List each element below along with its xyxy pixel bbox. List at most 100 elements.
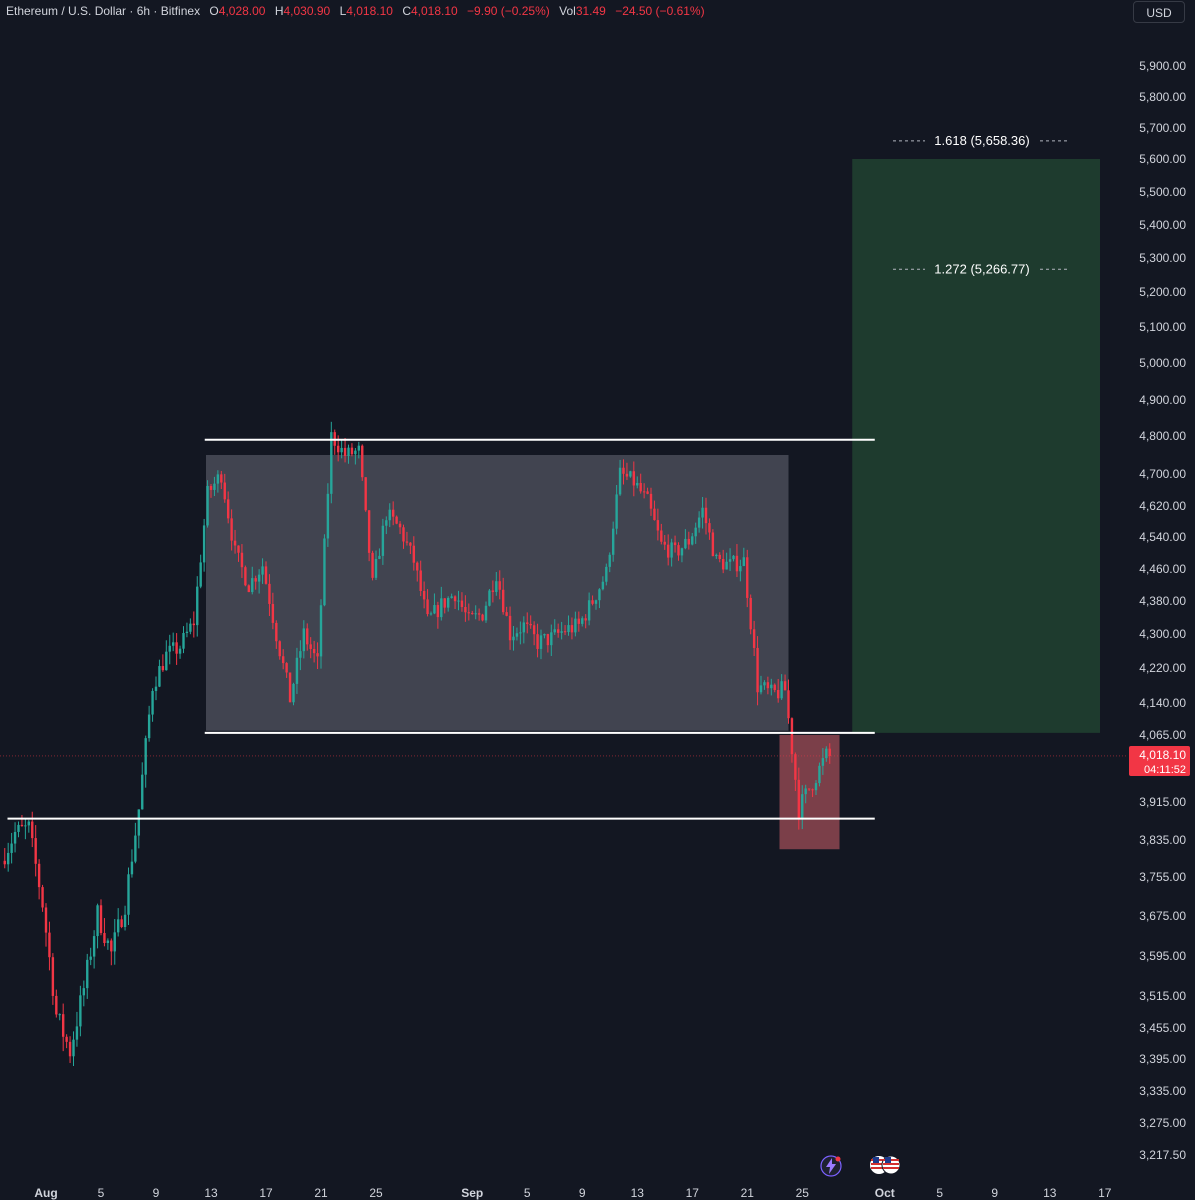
candle-body — [563, 631, 567, 633]
candle-body — [818, 765, 821, 784]
candle-body — [735, 555, 739, 572]
fib-level-label: 1.618 (5,658.36) — [934, 133, 1029, 148]
candle-body — [684, 538, 687, 549]
price-tick-label: 4,540.00 — [1139, 530, 1186, 544]
price-axis[interactable]: 5,900.00 5,800.00 5,700.00 5,600.00 5,500.00… — [1129, 59, 1190, 1162]
symbol-title[interactable]: Ethereum / U.S. Dollar · 6h · Bitfinex — [6, 4, 201, 18]
candle-body — [680, 548, 684, 556]
candle-body — [58, 1014, 61, 1016]
price-tick-label: 3,217.50 — [1139, 1148, 1186, 1162]
price-tick-label: 4,800.00 — [1139, 429, 1186, 443]
candle-body — [804, 788, 807, 795]
candle-body — [302, 628, 306, 652]
candle-body — [704, 507, 708, 524]
candle-body — [567, 625, 570, 633]
candle-body — [385, 520, 388, 526]
candle-body — [216, 474, 220, 484]
candle-body — [237, 545, 240, 553]
candle-body — [226, 499, 230, 519]
candle-body — [625, 473, 629, 477]
candle-body — [295, 657, 299, 684]
candle-body — [175, 642, 178, 654]
candle-body — [20, 824, 24, 827]
candle-body — [31, 821, 34, 839]
candle-body — [82, 988, 86, 996]
price-tick-label: 4,700.00 — [1139, 467, 1186, 481]
time-tick-label: 17 — [259, 1186, 273, 1200]
candle-body — [501, 589, 505, 613]
price-tick-label: 4,140.00 — [1139, 696, 1186, 710]
candle-body — [398, 523, 402, 528]
time-axis[interactable]: Aug 5 9 13 17 21 25 Sep 5 9 13 17 21 25 Oct 5 9 13 17 — [34, 1186, 1111, 1200]
candle-body — [594, 600, 598, 604]
symbol-legend: Ethereum / U.S. Dollar · 6h · Bitfinex O… — [6, 4, 705, 18]
candle-body — [367, 510, 371, 553]
price-tick-label: 4,620.00 — [1139, 499, 1186, 513]
candle-body — [591, 600, 594, 604]
candle-body — [130, 861, 134, 875]
candle-body — [137, 809, 141, 836]
candle-body — [460, 600, 464, 607]
candle-body — [725, 561, 728, 570]
candle-body — [99, 905, 103, 934]
candle-body — [691, 536, 694, 545]
price-tick-label: 4,065.00 — [1139, 728, 1186, 742]
candle-body — [790, 718, 794, 755]
candle-body — [787, 690, 790, 719]
candle-body — [618, 467, 622, 495]
time-tick-label: 13 — [1043, 1186, 1057, 1200]
candle-body — [556, 629, 560, 633]
candle-body — [446, 597, 450, 608]
candle-body — [776, 689, 780, 699]
candle-body — [51, 957, 55, 996]
low-value: 4,018.10 — [346, 4, 393, 18]
candle-body — [773, 684, 776, 690]
candle-body — [636, 482, 639, 486]
candle-body — [165, 651, 168, 671]
time-tick-label: 9 — [579, 1186, 586, 1200]
candle-body — [752, 629, 756, 648]
low-label: L — [339, 4, 347, 18]
candle-body — [3, 860, 6, 865]
candle-body — [306, 628, 309, 645]
last-price-label: 4,018.10 — [1139, 748, 1186, 762]
candle-body — [701, 507, 704, 518]
candle-body — [288, 672, 292, 703]
candle-body — [505, 612, 508, 616]
candle-body — [436, 605, 440, 618]
candle-body — [429, 613, 433, 615]
candle-body — [13, 831, 17, 844]
candle-body — [646, 491, 649, 494]
candle-body — [433, 605, 436, 614]
candle-body — [257, 574, 261, 582]
candle-body — [426, 599, 429, 615]
candle-body — [467, 612, 471, 614]
candle-body — [780, 681, 783, 699]
time-tick-label: 25 — [369, 1186, 383, 1200]
candle-body — [309, 644, 312, 649]
candle-body — [206, 485, 209, 526]
candle-body — [391, 509, 395, 517]
candle-body — [639, 482, 642, 492]
candle-body — [251, 578, 254, 593]
us-flag-icon[interactable] — [868, 1154, 906, 1176]
time-tick-label: 25 — [796, 1186, 810, 1200]
candle-body — [749, 597, 752, 630]
last-price-badge — [1129, 745, 1190, 776]
open-label: O — [209, 4, 219, 18]
candle-body — [330, 432, 333, 494]
price-tick-label: 3,915.00 — [1139, 795, 1186, 809]
candle-body — [440, 598, 443, 618]
candle-body — [127, 874, 130, 915]
price-tick-label: 3,835.00 — [1139, 833, 1186, 847]
candle-body — [811, 789, 814, 791]
time-tick-label: 21 — [314, 1186, 328, 1200]
candle-body — [450, 596, 453, 598]
bolt-icon[interactable] — [820, 1155, 842, 1177]
candle-body — [178, 648, 182, 654]
candle-body — [347, 447, 350, 456]
candle-body — [10, 843, 13, 853]
currency-button[interactable]: USD — [1133, 1, 1185, 23]
